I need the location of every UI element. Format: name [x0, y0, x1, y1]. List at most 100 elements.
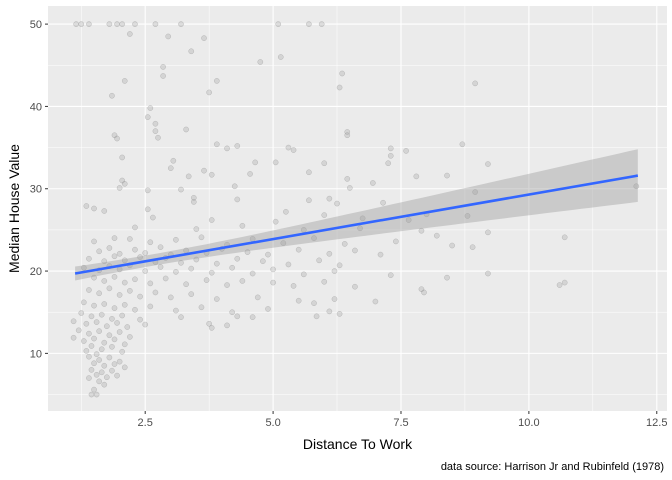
data-point [336, 262, 343, 269]
data-point [165, 33, 172, 40]
data-point [157, 264, 164, 270]
data-points [70, 21, 640, 398]
data-point [109, 343, 115, 350]
data-point [83, 203, 90, 209]
data-point [249, 314, 256, 321]
data-point [88, 366, 95, 373]
data-point [98, 346, 105, 353]
data-point [190, 199, 197, 205]
data-point [147, 105, 154, 111]
data-point [167, 165, 174, 172]
data-point [633, 183, 640, 190]
data-point [173, 269, 179, 275]
data-point [418, 286, 425, 293]
data-point [334, 200, 340, 207]
data-point [229, 309, 236, 316]
y-tick-label: 40 [30, 101, 42, 113]
data-point [295, 297, 302, 304]
data-point [173, 307, 179, 314]
data-point [96, 290, 103, 297]
data-point [247, 171, 253, 177]
data-point [190, 194, 197, 201]
data-point [150, 214, 156, 221]
data-point [121, 301, 128, 308]
data-point [234, 313, 241, 320]
data-point [341, 241, 348, 247]
data-point [306, 197, 312, 204]
data-point [121, 279, 128, 286]
data-point [208, 217, 215, 223]
data-point [249, 270, 256, 277]
data-point [109, 92, 115, 99]
data-point [183, 281, 189, 288]
data-point [459, 141, 466, 148]
data-point [144, 206, 151, 213]
data-point [96, 328, 103, 335]
data-point [101, 278, 108, 284]
data-point [147, 303, 154, 310]
data-point [96, 378, 103, 385]
data-point [142, 250, 149, 256]
y-tick-label: 30 [30, 184, 42, 196]
data-point [86, 353, 92, 360]
data-point [114, 320, 120, 326]
data-point [86, 255, 92, 262]
data-point [331, 296, 338, 302]
data-point [313, 313, 320, 320]
data-point [106, 354, 113, 361]
data-point [70, 334, 77, 341]
data-point [111, 253, 118, 260]
data-point [91, 386, 97, 393]
data-point [198, 304, 205, 311]
data-point [344, 132, 351, 139]
data-point [561, 234, 568, 241]
data-point [260, 258, 266, 265]
data-point [188, 291, 195, 297]
data-point [88, 313, 95, 320]
data-point [272, 218, 279, 225]
data-point [372, 298, 379, 305]
data-point [91, 238, 97, 245]
data-point [116, 185, 123, 191]
data-point [119, 21, 126, 27]
data-point [144, 187, 151, 194]
data-point [86, 21, 92, 27]
data-point [167, 294, 174, 301]
data-point [96, 248, 103, 255]
data-point [464, 213, 471, 219]
data-point [124, 324, 131, 330]
data-point [173, 236, 179, 243]
data-point [132, 276, 138, 283]
data-point [75, 327, 82, 334]
data-point [272, 159, 279, 166]
data-point [201, 167, 207, 174]
data-point [147, 239, 154, 246]
data-point [160, 73, 166, 79]
data-point [208, 171, 215, 178]
data-point [142, 321, 149, 328]
data-point [185, 173, 192, 180]
data-point [213, 141, 220, 148]
y-tick-label: 10 [30, 348, 42, 360]
data-point [421, 289, 427, 296]
data-point [111, 132, 118, 139]
data-point [403, 148, 409, 154]
data-point [106, 285, 113, 292]
data-point [144, 114, 151, 120]
data-point [114, 372, 120, 379]
data-point [469, 244, 476, 251]
data-point [160, 64, 166, 70]
data-point [316, 257, 322, 264]
data-point [352, 247, 358, 254]
y-tick-label: 20 [30, 266, 42, 278]
data-point [119, 154, 126, 161]
data-point [93, 319, 100, 325]
data-point [387, 152, 394, 159]
data-point [91, 360, 97, 367]
data-point [295, 246, 302, 253]
data-point [111, 336, 118, 343]
data-point [127, 287, 133, 294]
data-point [152, 128, 159, 134]
data-point [101, 301, 108, 307]
data-point [265, 306, 271, 312]
